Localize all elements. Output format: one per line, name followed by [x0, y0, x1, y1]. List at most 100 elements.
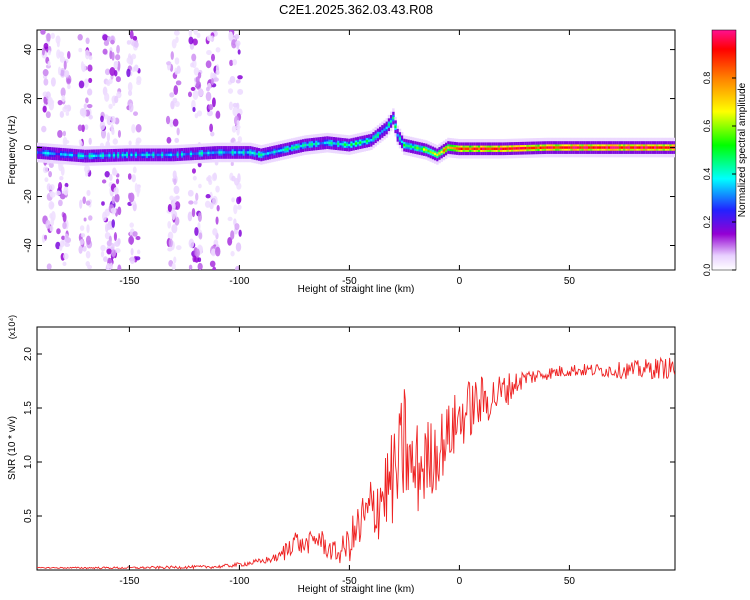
ridge-core	[233, 151, 237, 154]
noise-mark	[101, 201, 105, 206]
x-tick-label: 0	[457, 576, 463, 587]
ridge-core	[480, 147, 483, 150]
noise-mark	[167, 220, 172, 229]
ridge-core	[324, 141, 327, 145]
ridge-core	[407, 144, 410, 148]
ridge-core	[387, 123, 391, 126]
ridge-core	[374, 135, 377, 138]
ridge-core	[93, 154, 96, 158]
ridge-core	[482, 147, 485, 150]
noise-mark	[111, 128, 115, 135]
ridge-core	[218, 151, 221, 154]
ridge-core	[405, 144, 408, 147]
ridge-core	[618, 146, 622, 149]
noise-mark	[104, 171, 110, 178]
noise-mark	[110, 39, 115, 45]
noise-mark	[62, 130, 67, 137]
ridge-core	[286, 147, 289, 151]
ridge-core	[143, 153, 146, 157]
noise-mark	[188, 200, 194, 205]
ridge-core	[456, 147, 459, 150]
ridge-core	[321, 141, 325, 145]
noise-mark	[45, 219, 51, 229]
noise-mark	[61, 235, 65, 241]
ridge-core	[115, 154, 118, 157]
noise-mark	[237, 136, 243, 143]
noise-mark	[48, 170, 52, 178]
x-tick-label: -100	[229, 576, 249, 587]
noise-mark	[85, 37, 90, 45]
noise-mark	[173, 185, 180, 195]
noise-mark	[64, 233, 69, 243]
noise-mark	[168, 238, 173, 248]
noise-mark	[111, 249, 117, 257]
noise-mark	[88, 77, 93, 84]
ridge-core	[570, 146, 573, 149]
noise-mark	[113, 231, 118, 242]
noise-mark	[104, 68, 111, 76]
noise-mark	[80, 233, 86, 238]
ridge-core	[403, 143, 406, 147]
noise-mark	[205, 86, 210, 92]
noise-mark	[235, 242, 242, 252]
colorbar-tick-label: 0.8	[702, 72, 712, 85]
noise-mark	[106, 225, 111, 231]
spectrogram-y-ticks: -40 -20 0 20 40	[23, 44, 675, 253]
ridge-core	[541, 146, 545, 149]
noise-mark	[187, 211, 193, 222]
ridge-core	[253, 152, 256, 155]
ridge-core	[101, 154, 105, 157]
noise-mark	[212, 228, 218, 236]
ridge-core	[568, 146, 571, 149]
noise-mark	[87, 64, 93, 72]
ridge-core	[409, 145, 413, 148]
noise-mark	[102, 48, 108, 55]
noise-mark	[131, 53, 137, 60]
noise-mark	[100, 250, 105, 258]
ridge-core	[431, 151, 435, 155]
ridge-core	[438, 152, 441, 155]
noise-mark	[169, 92, 175, 98]
noise-mark	[100, 128, 107, 139]
ridge-core	[242, 151, 245, 154]
noise-mark	[192, 38, 198, 46]
ridge-core	[82, 154, 85, 158]
noise-mark	[48, 201, 55, 210]
ridge-core	[497, 147, 501, 150]
ridge-core	[205, 151, 208, 155]
noise-mark	[137, 185, 141, 194]
spectrogram-x-axis-label: Height of straight line (km)	[298, 284, 415, 295]
ridge-core	[511, 147, 514, 150]
y-tick-label: 20	[23, 93, 34, 105]
y-tick-label: 40	[23, 44, 34, 56]
ridge-core	[423, 148, 426, 151]
ridge-core	[546, 146, 549, 149]
ridge-core	[42, 151, 45, 155]
y-tick-label: 0.5	[23, 509, 34, 523]
ridge-core	[339, 142, 342, 146]
noise-mark	[85, 235, 91, 246]
ridge-core	[440, 150, 443, 154]
noise-mark	[65, 111, 70, 116]
ridge-core	[557, 146, 560, 149]
ridge-core	[363, 140, 366, 143]
x-tick-label: 0	[457, 276, 463, 287]
ridge-core	[627, 146, 630, 149]
colorbar-tick-label: 0.4	[702, 168, 712, 181]
noise-mark	[64, 182, 69, 188]
ridge-core	[75, 154, 78, 157]
ridge-core	[110, 154, 113, 157]
ridge-core	[453, 147, 457, 150]
ridge-core	[308, 143, 311, 146]
noise-mark	[109, 262, 114, 270]
noise-mark	[176, 65, 181, 74]
noise-mark	[132, 166, 137, 174]
ridge-core	[535, 146, 538, 150]
ridge-core	[240, 151, 243, 154]
noise-mark	[191, 53, 197, 62]
ridge-core	[539, 146, 542, 149]
ridge-core	[376, 133, 380, 137]
ridge-core	[579, 146, 582, 149]
ridge-core	[662, 146, 666, 149]
noise-mark	[42, 105, 47, 113]
